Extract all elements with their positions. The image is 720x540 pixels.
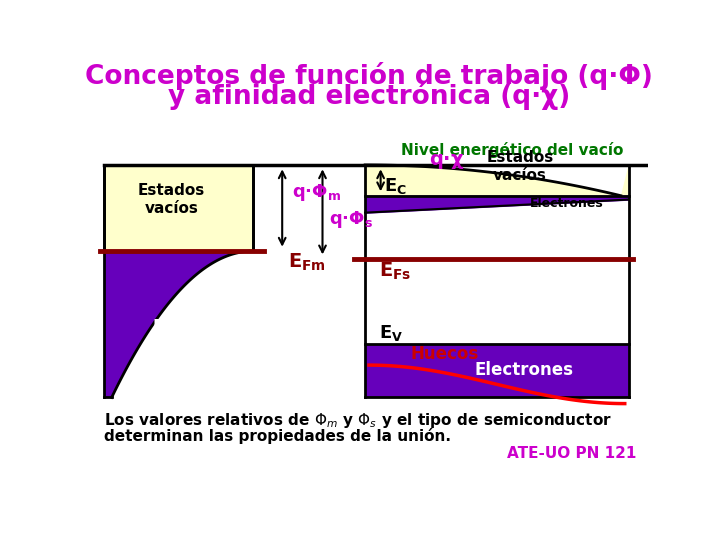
Text: $\mathbf{E_{Fm}}$: $\mathbf{E_{Fm}}$	[289, 251, 326, 273]
Text: $\mathbf{E_{Fs}}$: $\mathbf{E_{Fs}}$	[379, 260, 411, 282]
Text: Estados
vacíos: Estados vacíos	[138, 184, 205, 216]
Text: $\mathbf{E_V}$: $\mathbf{E_V}$	[379, 323, 403, 343]
Text: y afinidad electrónica (q·χ): y afinidad electrónica (q·χ)	[168, 82, 570, 110]
Text: Electrones: Electrones	[152, 318, 251, 335]
Text: Electrones: Electrones	[530, 197, 603, 210]
Text: q·$\mathbf{\chi}$: q·$\mathbf{\chi}$	[428, 152, 464, 171]
Text: Huecos: Huecos	[410, 345, 478, 363]
Polygon shape	[104, 251, 253, 397]
Text: Los valores relativos de $\Phi_m$ y $\Phi_s$ y el tipo de semiconductor: Los valores relativos de $\Phi_m$ y $\Ph…	[104, 411, 612, 430]
Text: determinan las propiedades de la unión.: determinan las propiedades de la unión.	[104, 428, 451, 444]
Text: Nivel energético del vacío: Nivel energético del vacío	[401, 141, 624, 158]
Text: q·$\mathbf{\Phi_m}$: q·$\mathbf{\Phi_m}$	[292, 182, 341, 203]
Text: Electrones: Electrones	[474, 361, 574, 380]
Polygon shape	[104, 165, 253, 251]
Text: Estados
vacíos: Estados vacíos	[487, 150, 554, 183]
Text: Conceptos de función de trabajo (q·Φ): Conceptos de función de trabajo (q·Φ)	[85, 62, 653, 90]
Polygon shape	[365, 343, 629, 397]
Text: ATE-UO PN 121: ATE-UO PN 121	[507, 446, 636, 461]
Text: q·$\mathbf{\Phi_s}$: q·$\mathbf{\Phi_s}$	[329, 209, 373, 230]
Text: $\mathbf{E_C}$: $\mathbf{E_C}$	[384, 177, 408, 197]
Polygon shape	[365, 165, 629, 195]
